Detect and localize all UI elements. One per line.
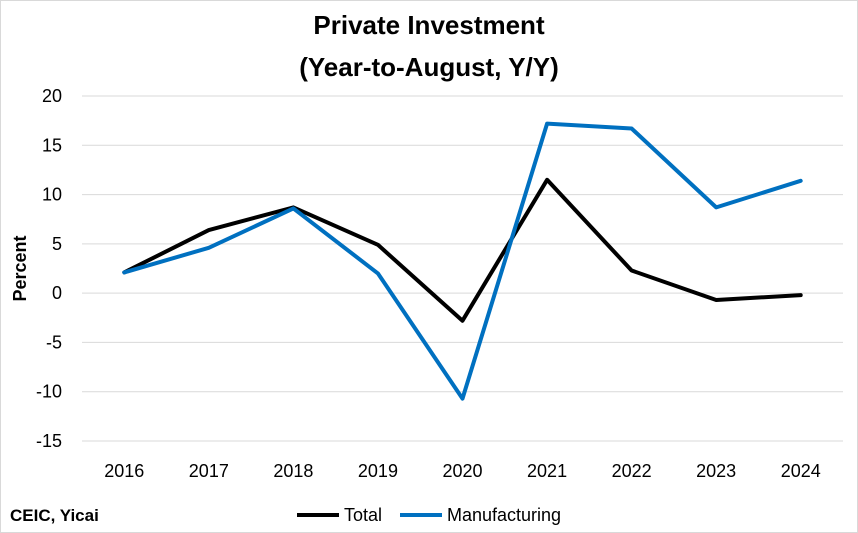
x-tick-label: 2024 (781, 461, 821, 481)
legend-label-total: Total (343, 505, 382, 525)
chart-title-line-1: Private Investment (313, 10, 545, 40)
y-tick-label: -5 (46, 332, 62, 352)
x-tick-label: 2016 (104, 461, 144, 481)
x-tick-label: 2018 (273, 461, 313, 481)
x-tick-label: 2022 (612, 461, 652, 481)
series-lines (122, 121, 803, 401)
legend-item-manufacturing: Manufacturing (399, 504, 562, 526)
series-line-manufacturing (122, 121, 803, 401)
legend-label-manufacturing: Manufacturing (446, 505, 562, 525)
source-note: CEIC, Yicai (10, 506, 99, 525)
series-line-total (122, 177, 803, 323)
chart-title-line-2: (Year-to-August, Y/Y) (299, 52, 559, 82)
y-axis-ticks: 20 15 10 5 0 -5 -10 -15 (36, 86, 62, 451)
x-tick-label: 2017 (189, 461, 229, 481)
x-tick-label: 2021 (527, 461, 567, 481)
legend-item-total: Total (296, 504, 382, 526)
y-tick-label: 20 (42, 86, 62, 106)
x-tick-label: 2020 (442, 461, 482, 481)
y-tick-label: 5 (52, 234, 62, 254)
y-tick-label: -10 (36, 382, 62, 402)
legend-swatch-total (296, 513, 339, 517)
y-tick-label: 15 (42, 135, 62, 155)
gridlines (82, 95, 843, 442)
x-tick-label: 2023 (696, 461, 736, 481)
y-tick-label: 10 (42, 185, 62, 205)
y-tick-label: -15 (36, 431, 62, 451)
y-axis-label: Percent (10, 235, 30, 301)
legend: Total Manufacturing (1, 504, 857, 526)
legend-swatch-manufacturing (399, 513, 442, 517)
x-tick-label: 2019 (358, 461, 398, 481)
x-axis-ticks: 2016 2017 2018 2019 2020 2021 2022 2023 2024 (104, 461, 820, 481)
y-tick-label: 0 (52, 283, 62, 303)
chart-plot: 20 15 10 5 0 -5 -10 -15 2016 2017 2018 2019 2020 202… (10, 86, 843, 481)
